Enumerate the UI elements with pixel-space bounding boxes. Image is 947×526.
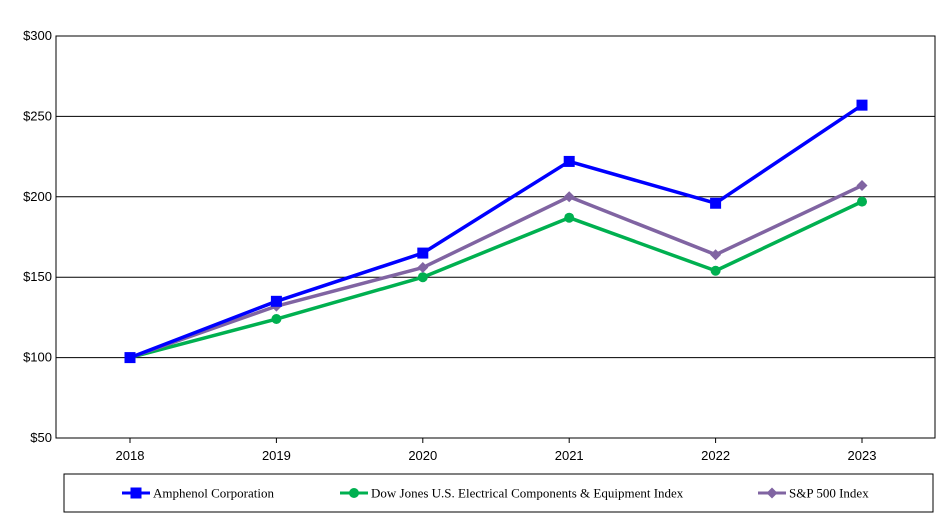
- x-axis-ticks: 2018 2019 2020 2021 2022 2023: [116, 438, 877, 463]
- plot-area-border: [55, 35, 936, 439]
- data-point: [124, 352, 136, 364]
- data-point: [417, 262, 429, 274]
- x-tick-label: 2020: [408, 448, 437, 463]
- series-1: [125, 196, 867, 363]
- data-point: [271, 314, 282, 325]
- data-point: [563, 191, 575, 203]
- series-line: [129, 103, 863, 360]
- data-point: [856, 99, 868, 111]
- legend-entry: Dow Jones U.S. Electrical Components & E…: [340, 486, 684, 501]
- legend: Amphenol Corporation Dow Jones U.S. Elect…: [63, 473, 934, 513]
- y-tick-label: $300: [23, 28, 52, 43]
- legend-label: Dow Jones U.S. Electrical Components & E…: [371, 486, 684, 501]
- legend-label: S&P 500 Index: [789, 486, 869, 501]
- data-point: [856, 180, 868, 192]
- legend-entry: S&P 500 Index: [758, 486, 869, 501]
- y-tick-label: $200: [23, 189, 52, 204]
- x-tick-label: 2021: [555, 448, 584, 463]
- y-tick-label: $150: [23, 269, 52, 284]
- series-line: [129, 200, 863, 360]
- gridlines: [56, 35, 935, 439]
- y-tick-label: $250: [23, 108, 52, 123]
- data-point: [710, 265, 721, 276]
- data-point: [710, 249, 722, 261]
- data-point: [564, 212, 575, 223]
- data-point: [270, 295, 282, 307]
- x-tick-label: 2019: [262, 448, 291, 463]
- data-point: [417, 272, 428, 283]
- x-tick-label: 2023: [848, 448, 877, 463]
- series-0: [124, 99, 868, 364]
- y-axis-ticks: $50 $100 $150 $200 $250 $300: [23, 28, 52, 445]
- series-line: [129, 183, 863, 360]
- legend-entry: Amphenol Corporation: [122, 486, 274, 501]
- x-tick-label: 2022: [701, 448, 730, 463]
- x-tick-label: 2018: [116, 448, 145, 463]
- data-point: [710, 197, 722, 209]
- data-point: [563, 155, 575, 167]
- legend-swatch-marker: [130, 487, 142, 499]
- data-point: [857, 196, 867, 207]
- y-tick-label: $50: [30, 430, 52, 445]
- legend-label: Amphenol Corporation: [153, 486, 274, 501]
- legend-box: [63, 473, 934, 513]
- y-tick-label: $100: [23, 350, 52, 365]
- series: [124, 99, 868, 364]
- data-point: [417, 247, 429, 259]
- legend-swatch-marker: [766, 487, 778, 499]
- legend-swatch-marker: [349, 488, 359, 498]
